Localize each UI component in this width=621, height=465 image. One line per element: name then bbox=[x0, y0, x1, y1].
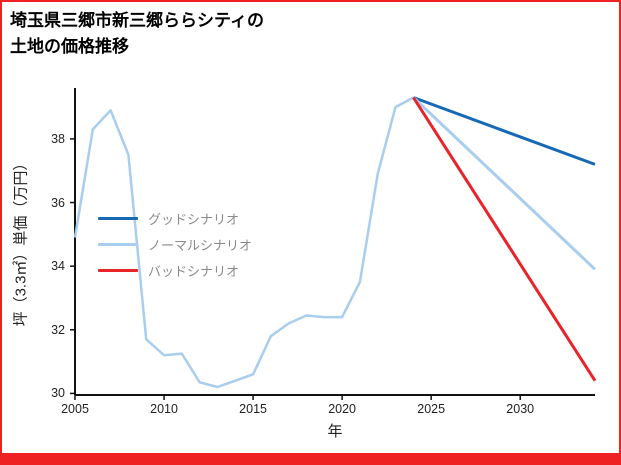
legend-item-bad-scenario: バッドシナリオ bbox=[98, 257, 252, 283]
legend-label-normal-scenario: ノーマルシナリオ bbox=[148, 237, 253, 253]
series-line-bad-scenario bbox=[412, 96, 597, 382]
chart-canvas bbox=[70, 88, 597, 400]
legend-item-good-scenario: グッドシナリオ bbox=[98, 205, 252, 231]
x-tick-label: 2005 bbox=[61, 402, 89, 416]
series-line-good-scenario bbox=[412, 96, 596, 166]
legend-item-normal-scenario: ノーマルシナリオ bbox=[98, 231, 252, 257]
chart-title: 埼玉県三郷市新三郷ららシティの 土地の価格推移 bbox=[10, 8, 264, 59]
legend-swatch-good-scenario bbox=[98, 216, 138, 220]
y-tick-label: 36 bbox=[51, 195, 65, 210]
x-tick-label: 2010 bbox=[150, 402, 178, 416]
chart-title-line2: 土地の価格推移 bbox=[10, 36, 129, 56]
x-tick-label: 2020 bbox=[328, 402, 357, 416]
chart-title-line1: 埼玉県三郷市新三郷ららシティの bbox=[10, 11, 264, 30]
x-tick-label: 2015 bbox=[239, 402, 267, 416]
x-tick-label: 2025 bbox=[417, 402, 446, 416]
y-tick-label: 38 bbox=[51, 131, 65, 146]
legend-label-bad-scenario: バッドシナリオ bbox=[148, 263, 240, 279]
series-line-price-history bbox=[73, 96, 414, 389]
x-tick-label: 2030 bbox=[506, 402, 535, 416]
legend-label-good-scenario: グッドシナリオ bbox=[148, 211, 240, 227]
plot-area: 2005 2010 2015 2020 2025 2030 30 32 34 36 38 bbox=[51, 88, 597, 416]
legend-swatch-normal-scenario bbox=[98, 242, 138, 246]
y-tick-label: 34 bbox=[51, 259, 65, 274]
series-line-normal-scenario bbox=[412, 96, 597, 271]
y-tick-label: 32 bbox=[51, 322, 65, 337]
legend: グッドシナリオ ノーマルシナリオ バッドシナリオ bbox=[98, 205, 252, 283]
y-tick-label: 30 bbox=[51, 386, 65, 401]
legend-swatch-bad-scenario bbox=[98, 268, 138, 272]
x-axis-label: 年 bbox=[327, 423, 343, 440]
